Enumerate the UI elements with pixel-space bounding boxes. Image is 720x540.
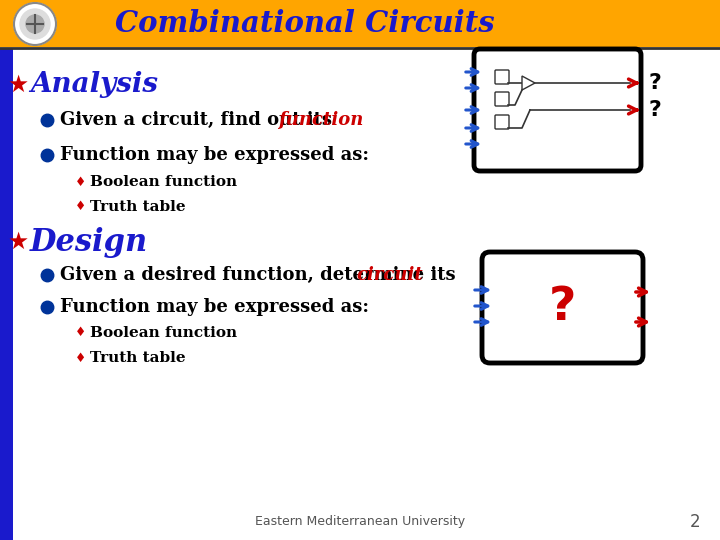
Text: Truth table: Truth table — [90, 200, 186, 214]
Text: Eastern Mediterranean University: Eastern Mediterranean University — [255, 516, 465, 529]
Text: Function may be expressed as:: Function may be expressed as: — [60, 298, 369, 316]
Text: 2: 2 — [689, 513, 700, 531]
Text: ♦: ♦ — [75, 327, 86, 340]
Text: Combinational Circuits: Combinational Circuits — [115, 10, 495, 38]
FancyBboxPatch shape — [482, 252, 643, 363]
FancyBboxPatch shape — [0, 0, 720, 47]
Text: Given a desired function, determine its: Given a desired function, determine its — [60, 266, 462, 284]
Text: ♦: ♦ — [75, 352, 86, 365]
Text: ?: ? — [549, 286, 577, 330]
FancyBboxPatch shape — [0, 48, 13, 540]
FancyBboxPatch shape — [495, 92, 509, 106]
Text: circuit: circuit — [356, 266, 423, 284]
Text: ?: ? — [648, 73, 661, 93]
Text: Given a circuit, find out its: Given a circuit, find out its — [60, 111, 338, 129]
Text: Boolean function: Boolean function — [90, 175, 237, 189]
FancyBboxPatch shape — [495, 115, 509, 129]
Polygon shape — [522, 76, 535, 90]
Text: ?: ? — [648, 100, 661, 120]
Text: ★: ★ — [7, 230, 29, 254]
Circle shape — [14, 3, 56, 45]
Text: Analysis: Analysis — [30, 71, 158, 98]
Circle shape — [26, 15, 44, 33]
Circle shape — [20, 9, 50, 39]
FancyBboxPatch shape — [474, 49, 641, 171]
Text: Function may be expressed as:: Function may be expressed as: — [60, 146, 369, 164]
Text: Boolean function: Boolean function — [90, 326, 237, 340]
Text: Design: Design — [30, 226, 148, 258]
Text: Truth table: Truth table — [90, 351, 186, 365]
Text: ♦: ♦ — [75, 200, 86, 213]
FancyBboxPatch shape — [495, 70, 509, 84]
Text: ★: ★ — [7, 73, 29, 97]
Text: function: function — [278, 111, 364, 129]
Text: ♦: ♦ — [75, 176, 86, 188]
